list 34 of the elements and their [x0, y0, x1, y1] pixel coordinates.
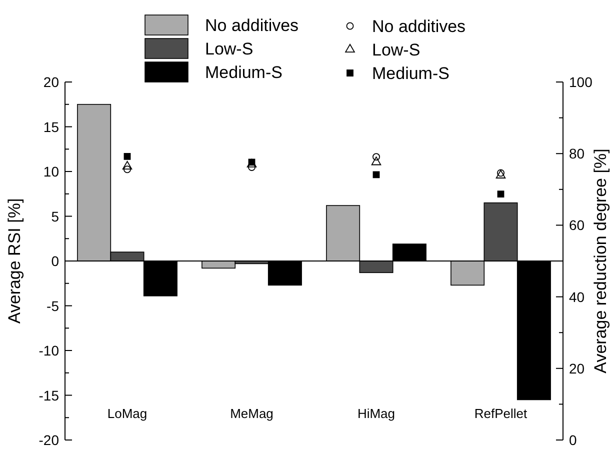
y-tick-label: -20 — [38, 432, 60, 448]
point — [371, 156, 382, 166]
y2-tick-label: 0 — [569, 432, 577, 448]
y-axis-title: Average RSI [%] — [5, 198, 24, 324]
point — [122, 160, 132, 170]
y2-tick-label: 60 — [569, 217, 585, 234]
legend-label: No additives — [372, 17, 466, 36]
x-tick-label: RefPellet — [474, 406, 528, 421]
legend-label: Low-S — [372, 40, 420, 60]
point — [497, 190, 504, 198]
y-tick-label: 10 — [43, 164, 60, 180]
legend-label: Medium-S — [372, 64, 450, 83]
y2-tick-label: 100 — [569, 74, 593, 90]
y-tick-label: 0 — [51, 253, 60, 269]
y-tick-label: 20 — [43, 74, 60, 90]
y-tick-label: 15 — [43, 118, 60, 135]
y2-axis-title: Average reduction degree [%] — [591, 148, 610, 374]
y2-tick-label: 80 — [569, 146, 585, 162]
x-tick-label: LoMag — [107, 406, 148, 421]
y-tick-label: -10 — [38, 342, 60, 358]
point — [372, 153, 380, 161]
x-tick-label: MeMag — [230, 406, 274, 421]
point — [124, 166, 131, 174]
y2-tick-label: 40 — [569, 288, 585, 305]
legend-label: Medium-S — [205, 63, 282, 82]
y2-tick-label: 20 — [569, 360, 585, 376]
point — [372, 171, 380, 178]
y-tick-label: -5 — [46, 298, 60, 314]
legend-label: No additives — [205, 16, 299, 35]
legend-label: Low-S — [205, 40, 254, 58]
y-tick-label: 5 — [51, 208, 60, 224]
point — [124, 153, 131, 160]
y-tick-label: -15 — [38, 387, 60, 404]
x-tick-label: HiMag — [357, 406, 396, 421]
